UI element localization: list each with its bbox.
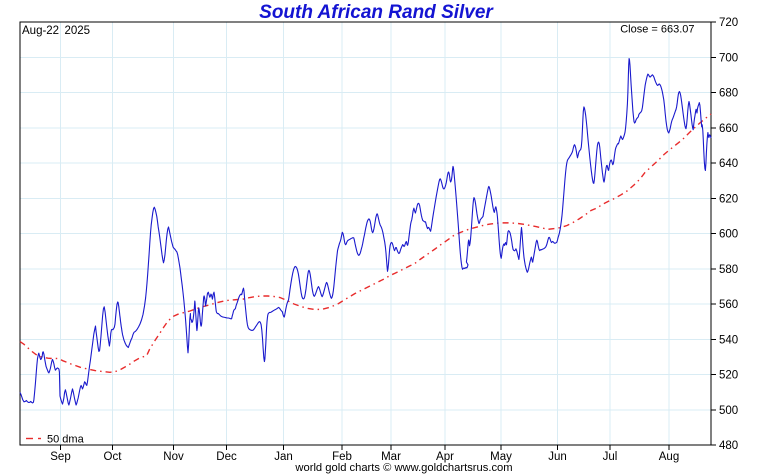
svg-text:Close = 663.07: Close = 663.07 xyxy=(620,24,694,36)
svg-text:540: 540 xyxy=(719,334,738,346)
svg-text:South African Rand Silver: South African Rand Silver xyxy=(259,2,494,23)
svg-text:May: May xyxy=(490,451,512,463)
svg-text:Mar: Mar xyxy=(381,451,401,463)
svg-text:Aug-22: Aug-22 xyxy=(22,25,59,37)
svg-text:Aug: Aug xyxy=(659,451,679,463)
svg-text:600: 600 xyxy=(719,229,738,241)
svg-text:520: 520 xyxy=(719,370,738,382)
svg-text:Feb: Feb xyxy=(332,451,352,463)
svg-text:world gold charts © www.goldch: world gold charts © www.goldchartsrus.co… xyxy=(294,462,512,474)
svg-text:2025: 2025 xyxy=(65,25,91,37)
svg-text:580: 580 xyxy=(719,264,738,276)
svg-text:Jul: Jul xyxy=(603,451,618,463)
svg-text:640: 640 xyxy=(719,158,738,170)
svg-text:Jan: Jan xyxy=(274,451,293,463)
svg-text:Dec: Dec xyxy=(216,451,237,463)
svg-text:Apr: Apr xyxy=(436,451,454,463)
svg-text:720: 720 xyxy=(719,17,738,29)
svg-text:Sep: Sep xyxy=(50,451,70,463)
svg-text:500: 500 xyxy=(719,405,738,417)
svg-text:Jun: Jun xyxy=(548,451,567,463)
svg-text:620: 620 xyxy=(719,193,738,205)
svg-text:50 dma: 50 dma xyxy=(47,434,85,446)
svg-text:560: 560 xyxy=(719,299,738,311)
svg-text:480: 480 xyxy=(719,440,738,452)
svg-text:Nov: Nov xyxy=(163,451,184,463)
svg-text:Oct: Oct xyxy=(104,451,123,463)
svg-text:700: 700 xyxy=(719,52,738,64)
svg-text:680: 680 xyxy=(719,88,738,100)
svg-text:660: 660 xyxy=(719,123,738,135)
